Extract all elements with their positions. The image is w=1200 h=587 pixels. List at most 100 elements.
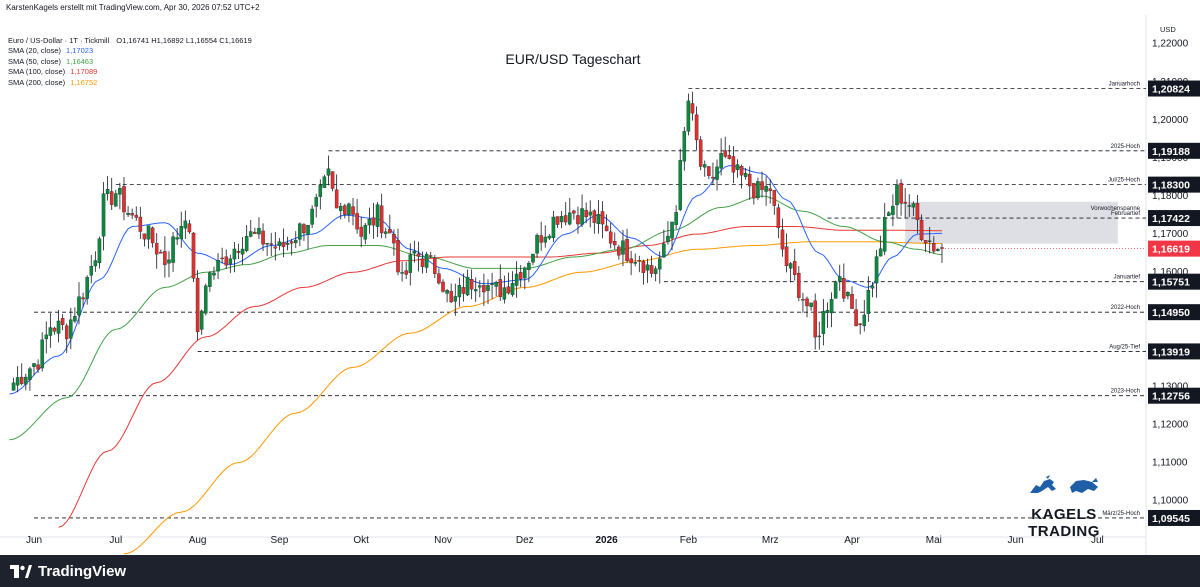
- candle-body: [698, 139, 703, 167]
- level-price-label: 1,18300: [1152, 180, 1190, 192]
- candle-body: [739, 165, 744, 176]
- candle-body: [637, 260, 642, 262]
- candle-body: [310, 208, 314, 225]
- tradingview-logo[interactable]: TradingView: [10, 563, 126, 580]
- candle-body: [850, 293, 854, 309]
- candle-body: [441, 281, 445, 292]
- tradingview-icon: [10, 564, 32, 578]
- brand-logo: KAGELS TRADING: [999, 473, 1129, 540]
- candle-body: [179, 225, 183, 239]
- candle-body: [682, 131, 687, 162]
- candle-body: [351, 206, 355, 215]
- candle-body: [600, 211, 605, 225]
- candle-body: [572, 210, 576, 214]
- candle-body: [40, 339, 44, 369]
- candle-body: [134, 214, 138, 218]
- candle-body: [428, 255, 433, 257]
- candle-body: [138, 216, 143, 232]
- candle-body: [118, 188, 122, 195]
- candle-body: [809, 302, 813, 307]
- candle-body: [907, 205, 912, 207]
- legend-sma200-label: SMA (200, close): [8, 77, 66, 87]
- sma50-line: [9, 195, 943, 441]
- candle-body: [846, 292, 850, 297]
- zone-label: Vorwochenspanne: [1091, 206, 1141, 212]
- candle-body: [408, 254, 413, 273]
- legend-symbol-row: Euro / US-Dollar · 1T · Tickmill O1,1674…: [8, 36, 252, 46]
- chart-area[interactable]: USD1,100001,110001,120001,130001,140001,…: [0, 15, 1200, 555]
- candle-body: [731, 156, 736, 173]
- candle-body: [130, 213, 134, 216]
- candle-body: [506, 286, 511, 294]
- candle-body: [649, 265, 654, 274]
- level-price-label: 1,20824: [1152, 84, 1190, 96]
- candle-body: [813, 300, 817, 338]
- candle-body: [858, 323, 862, 325]
- legend: Euro / US-Dollar · 1T · Tickmill O1,1674…: [8, 36, 252, 88]
- candle-body: [126, 212, 130, 215]
- candle-body: [821, 311, 826, 334]
- candle-body: [768, 188, 772, 192]
- candle-body: [510, 283, 515, 295]
- candle-body: [752, 183, 756, 199]
- candle-body: [379, 205, 384, 234]
- candle-body: [502, 287, 507, 300]
- candle-body: [899, 183, 903, 204]
- candle-body: [445, 290, 449, 294]
- candle-body: [457, 285, 462, 298]
- price-chart[interactable]: USD1,100001,110001,120001,130001,140001,…: [0, 15, 1200, 555]
- candle-body: [277, 241, 282, 246]
- y-tick-label: 1,17000: [1152, 229, 1189, 240]
- candle-body: [866, 290, 871, 314]
- candle-body: [543, 236, 548, 243]
- x-tick-label: Jul: [109, 535, 122, 546]
- candle-body: [592, 210, 597, 223]
- candle-body: [355, 213, 359, 230]
- level-name-label: 2023-Hoch: [1111, 389, 1140, 395]
- candle-body: [662, 243, 666, 258]
- last-price-box: [1148, 240, 1200, 257]
- candle-body: [539, 235, 543, 243]
- candle-body: [797, 272, 801, 298]
- x-tick-label: Sep: [271, 535, 289, 546]
- candle-body: [199, 310, 204, 330]
- candle-body: [77, 296, 81, 316]
- candle-body: [114, 193, 118, 207]
- level-price-label: 1,17422: [1152, 213, 1190, 225]
- legend-symbol: Euro / US-Dollar · 1T · Tickmill: [8, 36, 110, 45]
- x-tick-label: 2026: [595, 535, 618, 546]
- candle-body: [52, 327, 57, 332]
- x-tick-label: Jun: [1008, 535, 1024, 546]
- candle-body: [273, 246, 278, 249]
- level-price-label: 1,19188: [1152, 146, 1190, 158]
- level-price-label: 1,13919: [1152, 346, 1190, 358]
- bull-bear-icon: [1030, 475, 1098, 493]
- candle-body: [748, 174, 752, 187]
- candle-body: [224, 256, 228, 266]
- candle-body: [482, 284, 486, 293]
- candle-body: [416, 253, 421, 257]
- candle-body: [764, 186, 768, 192]
- candle-body: [437, 273, 441, 284]
- candle-body: [383, 231, 388, 234]
- candle-body: [24, 376, 28, 385]
- candle-body: [44, 334, 49, 340]
- candle-body: [167, 259, 171, 264]
- legend-sma200-value: 1,16752: [70, 77, 98, 87]
- y-tick-label: 1,11000: [1152, 458, 1188, 469]
- candle-body: [89, 265, 94, 276]
- y-tick-label: 1,13000: [1152, 381, 1189, 392]
- level-price-box: [1148, 387, 1200, 404]
- level-name-label: Januartief: [1114, 275, 1141, 281]
- level-price-box: [1148, 142, 1200, 159]
- candle-body: [334, 189, 339, 209]
- candle-body: [486, 285, 490, 291]
- candle-body: [220, 257, 224, 260]
- candle-body: [523, 267, 527, 279]
- candle-body: [433, 257, 437, 274]
- candle-body: [48, 327, 53, 336]
- candle-body: [261, 230, 265, 245]
- candle-body: [420, 258, 425, 267]
- candle-body: [449, 291, 453, 303]
- candle-body: [874, 256, 879, 284]
